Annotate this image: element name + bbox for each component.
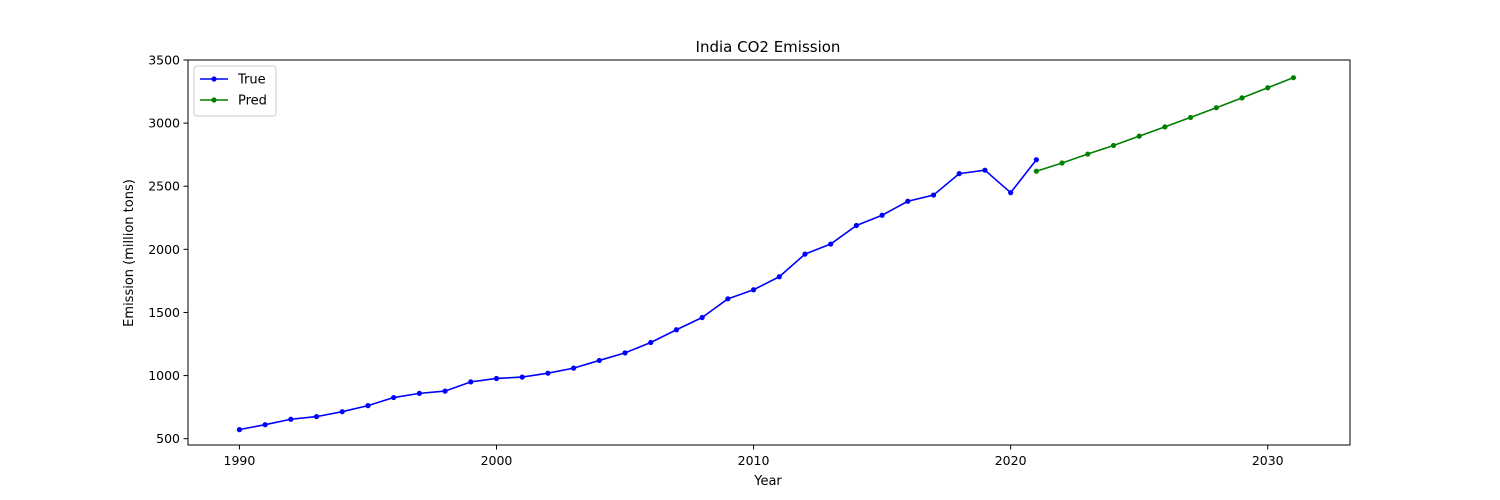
data-point (571, 365, 577, 371)
x-tick-label: 1990 (224, 453, 256, 468)
legend-label: Pred (238, 94, 267, 109)
y-tick-label: 3000 (148, 116, 180, 131)
plot-layer: 1990 2000 2010 2020 2030 500 1000 1500 2000 2500 3… (148, 53, 1351, 468)
x-tick-label: 2000 (481, 453, 513, 468)
y-tick-label: 1500 (148, 305, 180, 320)
legend-marker (211, 76, 217, 82)
data-point (699, 314, 705, 321)
data-point (1136, 133, 1142, 139)
x-tick-label: 2030 (1252, 453, 1284, 468)
series-pred (1033, 75, 1297, 174)
data-point (905, 198, 911, 204)
data-point (673, 327, 680, 333)
data-point (1162, 124, 1168, 130)
data-point (802, 251, 808, 257)
data-point (1033, 168, 1039, 174)
data-point (519, 374, 525, 380)
y-tick-label: 1000 (148, 368, 180, 383)
data-point (442, 388, 448, 394)
data-point (648, 339, 654, 346)
data-point (493, 375, 500, 382)
data-point (1110, 142, 1117, 149)
legend-marker (211, 97, 217, 103)
data-point (1290, 75, 1297, 81)
data-point (313, 413, 320, 420)
series-true (236, 157, 1039, 433)
legend-item: Pred (200, 94, 267, 109)
data-point (1059, 160, 1065, 166)
data-point (416, 390, 422, 396)
y-tick-label: 2000 (148, 242, 180, 257)
legend-label: True (237, 73, 266, 88)
data-point (262, 422, 268, 428)
data-point (391, 394, 397, 401)
y-tick-label: 3500 (148, 53, 180, 68)
data-point (956, 171, 962, 177)
data-point (1239, 95, 1245, 101)
plot-frame (187, 59, 1351, 446)
data-point (1213, 105, 1219, 111)
y-tick-label: 2500 (148, 179, 180, 194)
series-line-true (239, 159, 1037, 431)
data-point (622, 350, 628, 356)
legend: True Pred (193, 65, 277, 117)
x-tick-label: 2010 (738, 453, 770, 468)
y-axis-label: Emission (million tons) (122, 179, 137, 327)
data-point (930, 192, 937, 198)
data-point (1188, 114, 1194, 121)
y-tick-label: 500 (156, 431, 180, 446)
data-point (339, 409, 345, 415)
data-point (365, 403, 371, 409)
data-point (545, 370, 551, 376)
data-point (776, 274, 782, 280)
x-tick-label: 2020 (995, 453, 1027, 468)
x-axis-label: Year (753, 474, 782, 489)
data-point (828, 241, 834, 247)
data-point (1008, 190, 1014, 196)
data-point (982, 167, 988, 173)
data-point (1085, 151, 1091, 157)
data-point (468, 379, 474, 385)
data-point (1265, 85, 1271, 91)
legend-item: True (200, 73, 266, 88)
data-point (236, 427, 243, 433)
data-point (288, 416, 294, 422)
data-point (596, 357, 602, 364)
data-point (1033, 157, 1039, 163)
data-point (879, 212, 885, 218)
chart-title: India CO2 Emission (696, 38, 841, 56)
data-point (853, 222, 860, 229)
data-point (750, 287, 757, 293)
data-point (725, 296, 731, 302)
